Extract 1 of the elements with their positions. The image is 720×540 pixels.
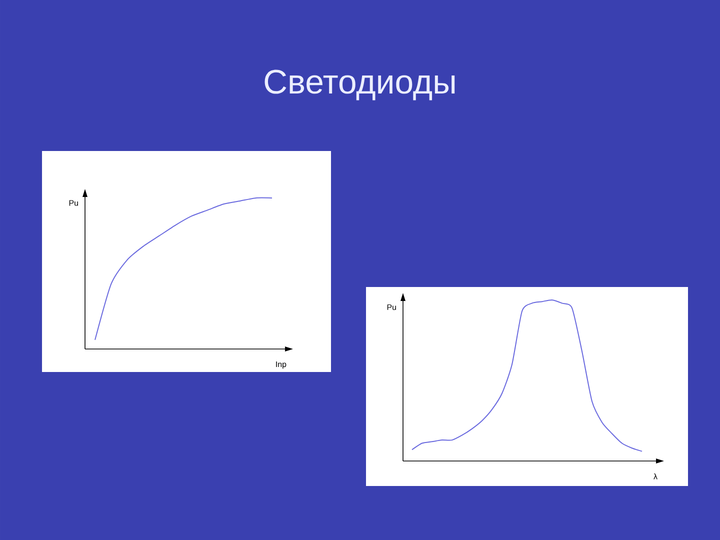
text: Светодиоды [264,70,455,100]
